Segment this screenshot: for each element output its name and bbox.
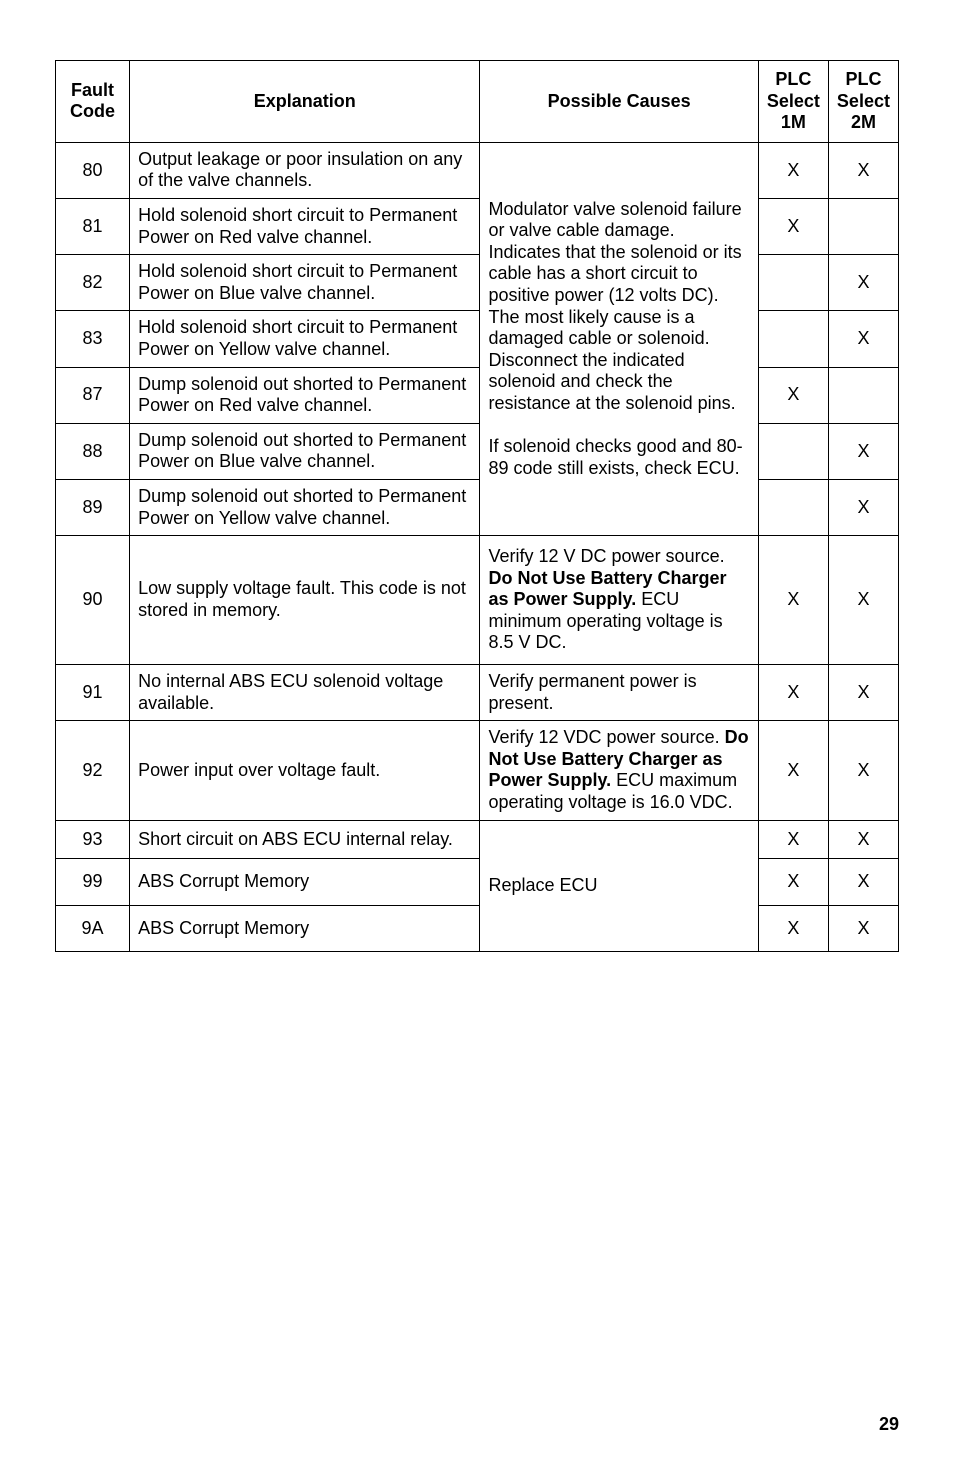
cell-plc2: X [828, 665, 898, 721]
cell-plc1: X [758, 367, 828, 423]
cause-text-bold: Do Not Use Battery Charger as Power Supp… [488, 568, 726, 610]
cell-explanation: Hold solenoid short circuit to Permanent… [130, 255, 480, 311]
cell-plc2: X [828, 479, 898, 535]
cell-plc1: X [758, 721, 828, 820]
cell-code: 89 [56, 479, 130, 535]
table-header-row: Fault Code Explanation Possible Causes P… [56, 61, 899, 143]
cell-explanation: Low supply voltage fault. This code is n… [130, 536, 480, 665]
cell-cause: Verify permanent power is present. [480, 665, 758, 721]
header-text: 2M [851, 112, 876, 132]
page-container: Fault Code Explanation Possible Causes P… [0, 0, 954, 952]
cell-code: 90 [56, 536, 130, 665]
cell-code: 99 [56, 859, 130, 906]
cell-plc2: X [828, 820, 898, 859]
cell-plc1: X [758, 859, 828, 906]
cell-plc1 [758, 423, 828, 479]
cell-explanation: Power input over voltage fault. [130, 721, 480, 820]
header-text: Select [837, 91, 890, 111]
cell-plc2: X [828, 859, 898, 906]
header-text: PLC [775, 69, 811, 89]
col-fault-code: Fault Code [56, 61, 130, 143]
cell-code: 92 [56, 721, 130, 820]
cell-explanation: ABS Corrupt Memory [130, 905, 480, 952]
cell-explanation: No internal ABS ECU solenoid voltage ava… [130, 665, 480, 721]
cell-plc1: X [758, 142, 828, 198]
header-text: Select [767, 91, 820, 111]
cell-explanation: Short circuit on ABS ECU internal relay. [130, 820, 480, 859]
cell-plc2 [828, 198, 898, 254]
cell-cause: Verify 12 VDC power source. Do Not Use B… [480, 721, 758, 820]
col-possible-causes: Possible Causes [480, 61, 758, 143]
header-text: Fault Code [70, 80, 115, 122]
header-text: PLC [845, 69, 881, 89]
cell-plc2: X [828, 905, 898, 952]
col-plc-2m: PLC Select 2M [828, 61, 898, 143]
fault-code-table: Fault Code Explanation Possible Causes P… [55, 60, 899, 952]
cell-plc2: X [828, 423, 898, 479]
cell-plc1: X [758, 536, 828, 665]
cell-code: 93 [56, 820, 130, 859]
table-row: 99 ABS Corrupt Memory X X [56, 859, 899, 906]
table-row: 91 No internal ABS ECU solenoid voltage … [56, 665, 899, 721]
cell-code: 81 [56, 198, 130, 254]
cell-cause-group: Replace ECU [480, 820, 758, 952]
cause-text: Verify 12 V DC power source. [488, 546, 724, 566]
cell-cause: Verify 12 V DC power source. Do Not Use … [480, 536, 758, 665]
table-row: 9A ABS Corrupt Memory X X [56, 905, 899, 952]
cell-explanation: Hold solenoid short circuit to Permanent… [130, 311, 480, 367]
table-row: 81 Hold solenoid short circuit to Perman… [56, 198, 899, 254]
col-explanation: Explanation [130, 61, 480, 143]
cell-plc1: X [758, 198, 828, 254]
cell-plc2: X [828, 721, 898, 820]
cell-plc1: X [758, 905, 828, 952]
cell-code: 91 [56, 665, 130, 721]
cell-code: 80 [56, 142, 130, 198]
cell-explanation: Dump solenoid out shorted to Permanent P… [130, 423, 480, 479]
cell-plc2: X [828, 311, 898, 367]
cell-plc2: X [828, 142, 898, 198]
table-row: 87 Dump solenoid out shorted to Permanen… [56, 367, 899, 423]
cell-plc1 [758, 255, 828, 311]
col-plc-1m: PLC Select 1M [758, 61, 828, 143]
header-text: 1M [781, 112, 806, 132]
table-row: 92 Power input over voltage fault. Verif… [56, 721, 899, 820]
header-text: Explanation [254, 91, 356, 111]
cell-explanation: ABS Corrupt Memory [130, 859, 480, 906]
cell-code: 88 [56, 423, 130, 479]
cause-text: Verify 12 VDC power source. [488, 727, 724, 747]
cause-text: Modulator valve solenoid failure or valv… [488, 199, 741, 413]
cell-code: 9A [56, 905, 130, 952]
cell-cause-group: Modulator valve solenoid failure or valv… [480, 142, 758, 535]
table-row: 83 Hold solenoid short circuit to Perman… [56, 311, 899, 367]
page-number: 29 [879, 1414, 899, 1435]
cell-code: 87 [56, 367, 130, 423]
cell-plc1 [758, 311, 828, 367]
table-row: 80 Output leakage or poor insulation on … [56, 142, 899, 198]
cell-plc1: X [758, 665, 828, 721]
cause-text: If solenoid checks good and 80-89 code s… [488, 436, 742, 478]
cell-explanation: Dump solenoid out shorted to Permanent P… [130, 367, 480, 423]
cell-plc2: X [828, 536, 898, 665]
header-text: Possible Causes [548, 91, 691, 111]
cell-explanation: Hold solenoid short circuit to Permanent… [130, 198, 480, 254]
cell-explanation: Output leakage or poor insulation on any… [130, 142, 480, 198]
cell-plc1: X [758, 820, 828, 859]
table-row: 89 Dump solenoid out shorted to Permanen… [56, 479, 899, 535]
cell-code: 82 [56, 255, 130, 311]
table-row: 93 Short circuit on ABS ECU internal rel… [56, 820, 899, 859]
table-row: 82 Hold solenoid short circuit to Perman… [56, 255, 899, 311]
cell-code: 83 [56, 311, 130, 367]
cell-plc1 [758, 479, 828, 535]
table-row: 90 Low supply voltage fault. This code i… [56, 536, 899, 665]
cell-explanation: Dump solenoid out shorted to Permanent P… [130, 479, 480, 535]
table-row: 88 Dump solenoid out shorted to Permanen… [56, 423, 899, 479]
cell-plc2: X [828, 255, 898, 311]
cell-plc2 [828, 367, 898, 423]
